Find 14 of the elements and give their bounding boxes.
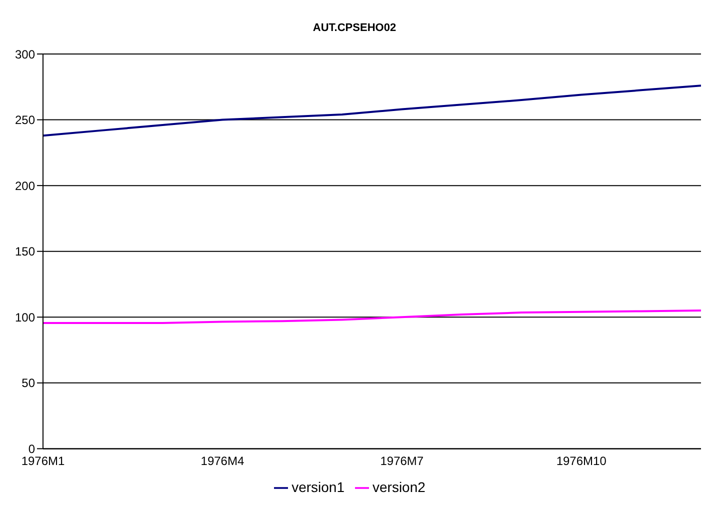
chart-title: AUT.CPSEHO02 bbox=[312, 21, 398, 36]
y-tick-label: 200 bbox=[14, 178, 36, 193]
legend-label: version1 bbox=[292, 478, 344, 495]
y-tick-label: 0 bbox=[28, 442, 36, 456]
y-tick-label: 100 bbox=[14, 310, 36, 324]
x-tick-label: 1976M1 bbox=[21, 454, 66, 468]
legend-label: version2 bbox=[372, 478, 426, 495]
x-tick-label: 1976M4 bbox=[200, 454, 244, 468]
y-tick-label: 300 bbox=[14, 47, 36, 62]
x-tick-label: 1976M7 bbox=[380, 454, 424, 468]
y-tick-label: 50 bbox=[22, 376, 36, 390]
y-tick-label: 250 bbox=[14, 113, 36, 128]
y-tick-label: 150 bbox=[14, 244, 36, 259]
x-tick-label: 1976M10 bbox=[556, 454, 607, 468]
